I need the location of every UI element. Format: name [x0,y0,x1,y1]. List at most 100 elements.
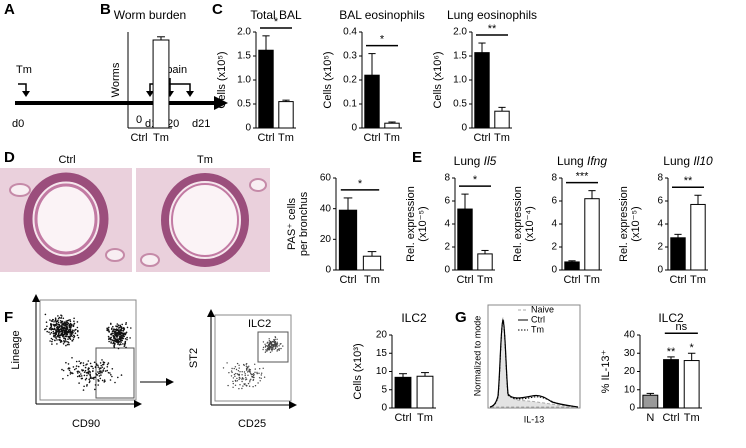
axis-label: CD25 [238,418,266,430]
x-tick-label: N [646,412,654,424]
dot [88,381,91,384]
dot [233,373,236,376]
dot [121,339,123,342]
dot [113,346,116,349]
dot [238,388,240,390]
dot [99,370,102,372]
dot [66,343,69,346]
timeline-day: d0 [12,118,24,130]
bar [152,39,170,129]
dot [249,369,252,371]
dot [72,325,75,328]
dot [55,329,58,332]
timeline-day: d21 [192,118,210,130]
dot [266,348,269,350]
dot [83,385,85,388]
dot [70,323,72,325]
dot [58,330,61,333]
dot [238,364,240,366]
dot [86,385,88,387]
dot [61,368,63,371]
title-gene: Il10 [693,154,713,168]
dot [275,343,277,346]
x-tick-label: Ctrl [662,412,679,424]
dot [274,336,276,338]
dot [231,371,233,374]
dot [48,328,51,330]
dot [84,369,87,372]
dot [59,339,61,342]
dot [99,367,101,369]
y-tick-label: 8 [551,173,557,184]
dot [87,372,90,375]
dot [65,328,67,330]
dot [97,379,99,381]
dot [53,336,55,338]
y-tick-label: 0 [245,123,251,134]
bar [690,203,706,271]
dot [233,367,235,370]
dot [62,326,64,328]
dot [67,329,70,331]
dot [116,329,119,332]
dot [274,346,276,348]
dot [55,331,57,333]
dot [269,351,272,353]
histogram-plot [487,304,581,409]
dot [98,375,101,377]
dot [121,337,123,340]
dot [112,325,114,328]
y-tick-label: 4 [444,219,450,230]
dot [129,337,131,339]
dot [228,372,230,374]
dot [60,317,63,319]
dot [239,371,241,373]
dot [248,371,251,373]
dot [49,319,51,321]
dot [104,370,107,372]
dot [232,386,234,388]
dot [93,361,96,364]
dot [276,338,278,340]
dot [94,376,96,379]
dot [65,361,67,364]
dot [94,384,97,386]
dot [274,342,276,345]
dot [270,343,273,345]
dot [57,323,59,326]
bar [258,49,274,129]
dot [241,380,243,383]
dot [125,346,127,349]
dot [247,374,249,376]
bar [364,74,380,129]
x-tick-label: Tm [153,132,169,144]
dot [67,323,69,325]
dot [96,374,99,376]
dot [120,374,123,376]
dot [57,315,59,317]
dot [97,384,99,386]
title-gene: Il5 [484,154,497,168]
dot [125,322,127,324]
dot [73,368,76,371]
dot [106,363,109,366]
chart-title: Lung Il10 [663,154,713,168]
dot [62,369,65,372]
dot [106,369,108,372]
dot [82,362,85,364]
comparison-label: ns [676,321,688,333]
dot [59,325,61,327]
dot [117,330,120,333]
dot [87,367,90,370]
dot [272,343,274,346]
comparison-label: * [473,174,478,186]
dot [273,348,275,350]
title-text: ILC2 [658,311,684,325]
dot [69,333,71,335]
dot [274,347,277,350]
dot [248,369,250,371]
dot [254,385,257,387]
y-axis-label: Cells (x10⁶) [432,51,444,108]
dot [120,328,123,330]
dot [262,341,265,343]
